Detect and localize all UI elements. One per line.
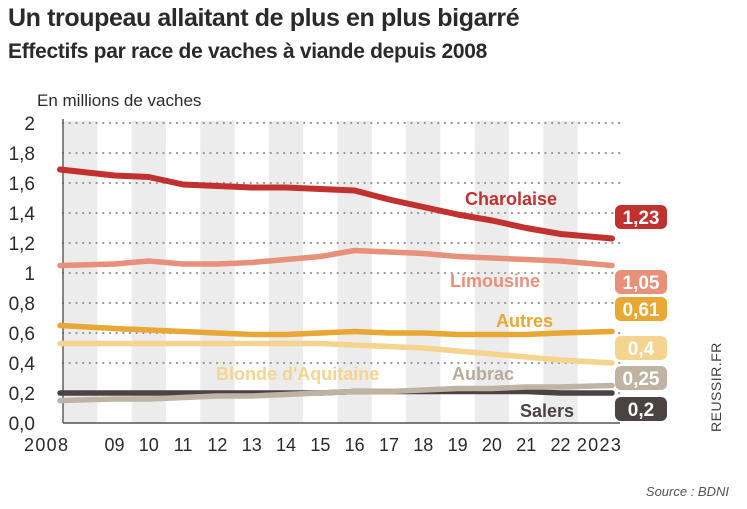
end-value-badge-box bbox=[615, 297, 667, 321]
y-tick-label: 0,0 bbox=[9, 414, 35, 435]
end-value-badge: 0,2 bbox=[615, 397, 667, 421]
series-line-aubrac bbox=[57, 382, 615, 404]
x-tick-label: 20 bbox=[482, 435, 502, 455]
x-tick-label: 13 bbox=[242, 435, 262, 455]
end-value-badge-box bbox=[615, 270, 667, 294]
x-tick-label: 16 bbox=[345, 435, 365, 455]
y-tick-label: 1,2 bbox=[9, 234, 35, 255]
y-axis-label: En millions de vaches bbox=[37, 91, 201, 110]
series-line-autres bbox=[57, 322, 615, 338]
end-value-badge: 0,4 bbox=[615, 336, 667, 360]
y-tick-label: 1,6 bbox=[9, 174, 35, 195]
x-tick-label: 15 bbox=[310, 435, 330, 455]
x-tick-label: 2008 bbox=[24, 435, 68, 455]
source-note: Source : BDNI bbox=[645, 484, 729, 499]
y-tick-label: 0,6 bbox=[9, 324, 35, 345]
x-tick-label: 11 bbox=[174, 435, 193, 455]
end-value-label: 1,23 bbox=[623, 208, 660, 229]
end-value-label: 0,61 bbox=[623, 300, 660, 321]
end-value-badge: 1,05 bbox=[615, 270, 667, 294]
y-tick-label: 2 bbox=[24, 114, 35, 135]
x-tick-label: 19 bbox=[448, 435, 468, 455]
column-band bbox=[131, 121, 166, 423]
site-credit: REUSSIR.FR bbox=[708, 342, 724, 432]
end-value-badge-box bbox=[615, 336, 667, 360]
end-value-badge: 1,23 bbox=[615, 205, 667, 229]
y-tick-label: 1 bbox=[24, 264, 35, 285]
end-value-badge-box bbox=[615, 397, 667, 421]
series-label: Blonde d'Aquitaine bbox=[216, 364, 379, 384]
end-value-label: 0,4 bbox=[628, 339, 655, 360]
end-value-label: 1,05 bbox=[623, 273, 660, 294]
column-band bbox=[337, 121, 372, 423]
x-tick-label: 2023 bbox=[577, 435, 621, 455]
x-tick-label: 12 bbox=[207, 435, 227, 455]
x-tick-label: 22 bbox=[551, 435, 571, 455]
chart-subtitle: Effectifs par race de vaches à viande de… bbox=[8, 40, 488, 63]
series-label: Charolaise bbox=[465, 189, 557, 209]
y-tick-label: 0,8 bbox=[9, 294, 35, 315]
column-band bbox=[63, 121, 98, 423]
series-label: Salers bbox=[520, 401, 574, 421]
end-value-badge: 0,25 bbox=[615, 366, 667, 390]
end-value-label: 0,25 bbox=[623, 369, 660, 390]
y-tick-label: 0,2 bbox=[9, 384, 35, 405]
x-tick-label: 14 bbox=[276, 435, 296, 455]
y-tick-label: 1,8 bbox=[9, 144, 35, 165]
series-label: Aubrac bbox=[452, 364, 514, 384]
x-tick-label: 18 bbox=[413, 435, 433, 455]
end-value-badge-box bbox=[615, 205, 667, 229]
x-tick-label: 09 bbox=[104, 435, 124, 455]
x-tick-label: 17 bbox=[379, 435, 399, 455]
x-tick-label: 21 bbox=[516, 435, 536, 455]
end-value-label: 0,2 bbox=[628, 400, 654, 421]
series-label: Limousine bbox=[450, 271, 540, 291]
x-tick-label: 10 bbox=[139, 435, 159, 455]
chart-title: Un troupeau allaitant de plus en plus bi… bbox=[8, 4, 520, 32]
y-tick-label: 1,4 bbox=[9, 204, 36, 225]
series-label: Autres bbox=[496, 311, 553, 331]
y-tick-label: 0,4 bbox=[9, 354, 36, 375]
series-line-charolaise bbox=[57, 166, 615, 242]
series-line-blonde-d-aquitaine bbox=[57, 340, 615, 366]
series-line-limousine bbox=[57, 247, 615, 269]
end-value-badge: 0,61 bbox=[615, 297, 667, 321]
end-value-badge-box bbox=[615, 366, 667, 390]
